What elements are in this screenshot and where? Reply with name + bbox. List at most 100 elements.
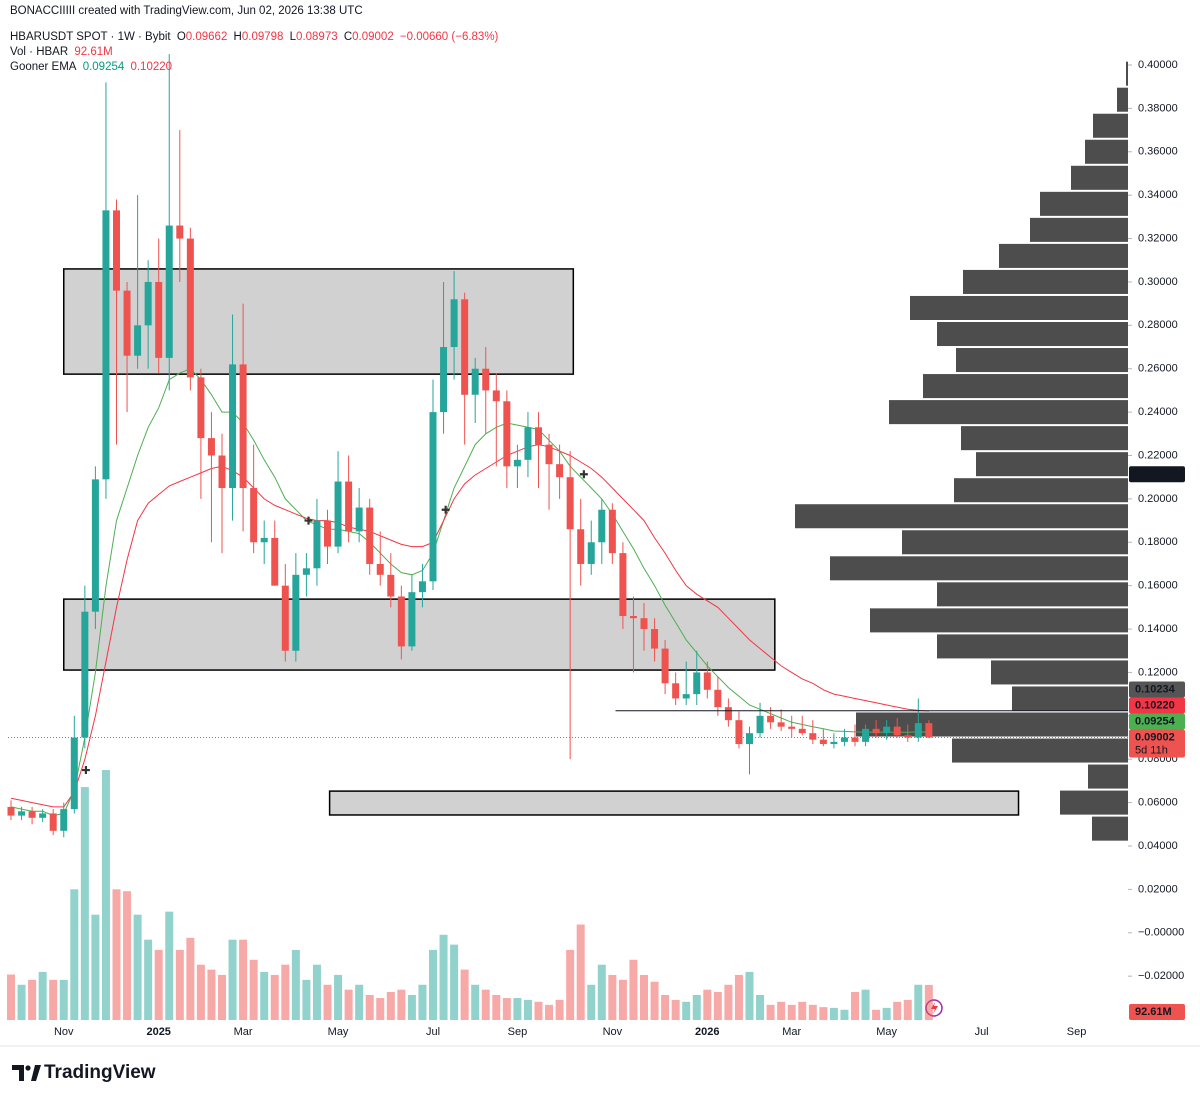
credit: BONACCIIIII created with TradingView.com…: [10, 5, 363, 17]
ema-legend: Gooner EMA 0.09254 0.10220: [10, 61, 175, 73]
volume-bar: [175, 949, 184, 1020]
volume-profile-bar: [910, 295, 1128, 320]
volume-profile-bar: [1085, 139, 1128, 164]
candle-body: [577, 529, 585, 564]
candle-body: [682, 694, 690, 699]
volume-bar: [186, 937, 195, 1020]
candle-body: [883, 726, 891, 734]
change: −0.00660 (−6.83%): [399, 31, 499, 43]
candle-body: [281, 585, 289, 651]
volume-profile-bar: [1117, 87, 1128, 112]
volume-bar: [576, 924, 585, 1020]
y-tick-label: 0.16000: [1138, 580, 1178, 592]
volume-badge-label: 92.61M: [1135, 1006, 1172, 1018]
volume-title: Vol · HBAR: [10, 46, 69, 58]
candle-body: [197, 377, 205, 439]
volume-profile-bar: [937, 321, 1128, 347]
volume-bar: [481, 989, 490, 1020]
volume-bar: [101, 770, 110, 1020]
cross-marker: [579, 470, 588, 479]
volume-bar: [80, 787, 89, 1020]
volume-bar: [386, 991, 395, 1020]
volume-bar: [734, 974, 743, 1020]
volume-bar: [38, 971, 47, 1020]
x-tick-label: Jul: [426, 1026, 440, 1038]
candle-body: [70, 737, 78, 810]
ohlc-prefix: C: [343, 31, 353, 43]
candle-body: [102, 210, 110, 480]
y-tick-label: 0.24000: [1138, 406, 1178, 418]
volume-profile-bar: [961, 426, 1128, 451]
ema-line: [10, 444, 929, 808]
countdown-label: 5d 11h: [1135, 744, 1168, 756]
ohlc-prefix: O: [176, 31, 186, 43]
candle-body: [872, 728, 880, 734]
y-tick-label: 0.06000: [1138, 797, 1178, 809]
volume-profile-bar: [870, 608, 1128, 633]
low-value: 0.08973: [296, 31, 338, 43]
y-tick-label: 0.40000: [1138, 59, 1178, 71]
volume-profile-bar: [963, 269, 1128, 294]
candle-body: [492, 390, 500, 402]
volume-profile-bar: [976, 452, 1128, 477]
volume-bar: [513, 998, 522, 1020]
volume-bar: [123, 891, 132, 1020]
y-tick-label: 0.34000: [1138, 189, 1178, 201]
volume-bar: [872, 1009, 881, 1020]
ema-line: [10, 368, 929, 817]
volume-bar: [344, 989, 353, 1020]
price-badge: [1129, 697, 1185, 714]
y-tick-label: 0.12000: [1138, 666, 1178, 678]
candle-body: [134, 325, 142, 356]
candle-body: [535, 427, 542, 445]
volume-bar: [597, 964, 606, 1020]
price-badge-label: 0.09254: [1135, 715, 1176, 727]
volume-bar: [376, 998, 385, 1020]
y-tick-label: 0.36000: [1138, 146, 1178, 158]
volume-bar: [91, 914, 100, 1020]
volume-bar: [207, 969, 216, 1020]
candle-body: [661, 648, 669, 684]
candle-body: [418, 581, 426, 593]
alert-bolt: [931, 1002, 938, 1014]
volume-bar: [323, 984, 332, 1020]
x-tick-label: 2025: [146, 1026, 170, 1038]
volume-bar: [618, 979, 627, 1020]
candle-body: [81, 611, 89, 738]
volume-bar: [460, 969, 469, 1020]
volume-profile-bar: [1093, 113, 1128, 138]
volume-bar: [798, 1001, 807, 1020]
volume-bar: [291, 949, 300, 1020]
volume-profile-bar: [1060, 790, 1128, 815]
volume-bar: [829, 1007, 838, 1020]
candle-body: [788, 726, 796, 729]
volume-value: 92.61M: [74, 46, 113, 58]
volume-bar: [17, 984, 26, 1020]
candle-body: [176, 225, 184, 239]
candle-body: [313, 520, 321, 569]
volume-profile-bar: [923, 374, 1128, 399]
volume-bar: [239, 939, 248, 1020]
cross-marker: [81, 766, 90, 775]
volume-legend: Vol · HBAR 92.61M: [10, 46, 116, 58]
candle-body: [260, 537, 268, 543]
x-tick-label: Sep: [508, 1026, 528, 1038]
volume-profile-bar: [889, 400, 1128, 425]
candle-body: [345, 481, 353, 532]
brand-name: TradingView: [44, 1062, 156, 1083]
volume-bar: [439, 934, 448, 1020]
symbol: HBARUSDT SPOT · 1W · Bybit: [10, 31, 171, 43]
volume-profile-bar: [902, 530, 1128, 555]
candle-body: [302, 568, 310, 575]
candle-body: [186, 238, 194, 378]
candle-body: [851, 737, 859, 742]
volume-bar: [534, 1001, 543, 1020]
volume-bar: [365, 995, 374, 1020]
y-tick-label: −0.00000: [1138, 927, 1184, 939]
y-tick-label: 0.28000: [1138, 319, 1178, 331]
volume-bar: [893, 1001, 902, 1020]
candle-body: [450, 299, 458, 348]
candle-body: [271, 537, 279, 586]
candle-body: [7, 806, 15, 816]
volume-profile-bar: [956, 348, 1128, 373]
